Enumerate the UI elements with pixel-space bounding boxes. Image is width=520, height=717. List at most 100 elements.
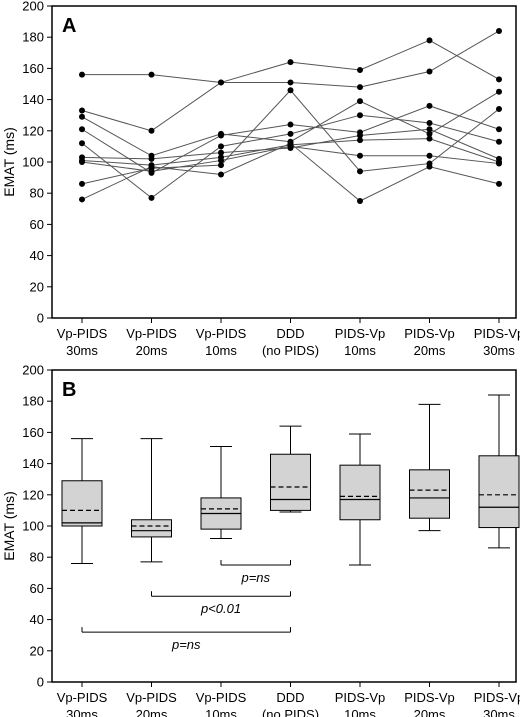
y-tick-label: 0	[37, 311, 44, 326]
y-tick-label: 140	[22, 456, 44, 471]
x-tick-label: Vp-PIDS	[126, 690, 177, 705]
y-tick-label: 180	[22, 30, 44, 45]
y-tick-label: 100	[22, 155, 44, 170]
x-tick-label: 30ms	[483, 343, 515, 358]
y-tick-label: 60	[30, 217, 44, 232]
data-point	[496, 138, 502, 145]
x-tick-label: PIDS-Vp	[404, 326, 455, 341]
x-tick-label: 10ms	[205, 707, 237, 717]
x-tick-label: 30ms	[66, 707, 98, 717]
x-tick-label: 10ms	[344, 343, 376, 358]
data-point	[148, 163, 155, 170]
data-point	[79, 180, 85, 187]
data-point	[79, 113, 85, 120]
bracket-p-value: p=ns	[171, 637, 201, 652]
data-point	[79, 126, 85, 133]
series-line	[81, 39, 500, 132]
panel-a-y-axis-title: EMAT (ms)	[1, 127, 17, 196]
y-tick-label: 200	[22, 0, 44, 14]
data-point	[287, 87, 294, 94]
panel-b-y-axis-title: EMAT (ms)	[1, 491, 17, 560]
data-point	[357, 198, 363, 204]
panel-a-x-ticks: Vp-PIDS 30ms Vp-PIDS 20ms Vp-PIDS 10ms DDD (no …	[57, 318, 520, 358]
data-point	[148, 194, 155, 201]
data-point	[357, 66, 363, 73]
x-tick-label: 20ms	[136, 707, 168, 717]
bracket-p-value: p=ns	[240, 570, 270, 585]
data-point	[79, 71, 85, 78]
data-point	[496, 126, 502, 133]
box-iqr	[478, 455, 520, 529]
x-tick-label: Vp-PIDS	[57, 690, 108, 705]
box-iqr	[131, 519, 172, 538]
data-point	[496, 88, 502, 95]
data-point	[218, 171, 224, 178]
box-iqr	[339, 464, 381, 521]
panel-a-label: A	[62, 15, 76, 37]
data-point	[357, 112, 363, 119]
y-tick-label: 200	[22, 363, 44, 378]
panel-b-significance-brackets: p=ns p<0.01 p=ns	[81, 560, 291, 652]
data-point	[79, 196, 85, 203]
box-iqr	[270, 453, 311, 511]
data-point	[357, 84, 363, 91]
x-tick-label: 20ms	[414, 707, 446, 717]
data-point	[148, 71, 155, 78]
y-tick-label: 40	[30, 248, 44, 263]
data-point	[496, 160, 502, 167]
data-point	[218, 157, 224, 164]
x-tick-label: 20ms	[136, 343, 168, 358]
y-tick-label: 160	[22, 425, 44, 440]
y-tick-label: 0	[37, 675, 44, 690]
data-point	[426, 135, 433, 142]
x-tick-label: PIDS-Vp	[335, 690, 386, 705]
data-point	[218, 162, 224, 169]
x-tick-label: 10ms	[205, 343, 237, 358]
y-tick-label: 20	[30, 279, 44, 294]
data-point	[426, 152, 433, 159]
panel-a-series-points	[79, 27, 502, 204]
data-point	[79, 140, 85, 147]
data-point	[287, 140, 294, 147]
data-point	[426, 102, 433, 109]
y-tick-label: 60	[30, 581, 44, 596]
x-tick-label: 30ms	[66, 343, 98, 358]
x-tick-label: PIDS-Vp	[404, 690, 455, 705]
panel-a-plot-frame	[51, 5, 517, 319]
y-tick-label: 160	[22, 61, 44, 76]
panel-b-y-ticks: 0 20 40 60 80 100 120 140 160 180 200	[22, 363, 52, 690]
x-tick-label: (no PIDS)	[262, 707, 319, 717]
data-point	[357, 137, 363, 144]
data-point	[357, 152, 363, 159]
data-point	[287, 79, 294, 86]
panel-a-series-lines	[81, 30, 500, 202]
y-tick-label: 140	[22, 92, 44, 107]
data-point	[148, 155, 155, 162]
data-point	[357, 168, 363, 175]
panel-b-box-plot: B EMAT (ms) 020406080100120140160180200 …	[1, 363, 520, 717]
data-point	[79, 107, 85, 114]
x-tick-label: Vp-PIDS	[126, 326, 177, 341]
y-tick-label: 120	[22, 123, 44, 138]
data-point	[496, 76, 502, 83]
data-point	[496, 180, 502, 187]
data-point	[496, 105, 502, 112]
data-point	[357, 98, 363, 105]
y-tick-label: 80	[30, 550, 44, 565]
panel-b-label: B	[62, 379, 76, 401]
data-point	[496, 27, 502, 34]
data-point	[218, 143, 224, 150]
series-line	[82, 30, 500, 88]
y-tick-label: 40	[30, 612, 44, 627]
data-point	[287, 121, 294, 128]
y-tick-label: 20	[30, 643, 44, 658]
x-tick-label: PIDS-Vp	[474, 690, 520, 705]
y-tick-label: 180	[22, 394, 44, 409]
x-tick-label: PIDS-Vp	[474, 326, 520, 341]
x-tick-label: Vp-PIDS	[196, 690, 247, 705]
x-tick-label: (no PIDS)	[262, 343, 319, 358]
panel-b-plot-frame	[51, 369, 517, 683]
data-point	[79, 159, 85, 165]
data-point	[287, 59, 294, 66]
